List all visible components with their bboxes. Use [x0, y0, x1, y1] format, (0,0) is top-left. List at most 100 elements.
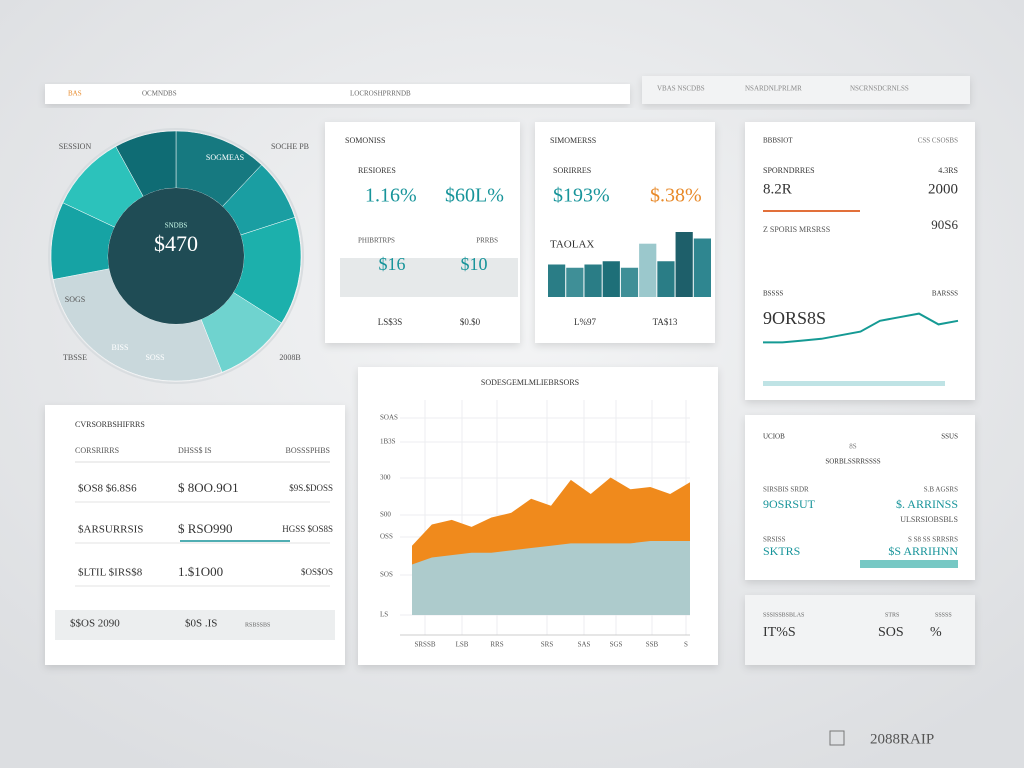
label: BISS	[112, 343, 129, 352]
label: 1.16%	[365, 185, 417, 207]
bar	[675, 232, 693, 297]
donut-center	[108, 188, 244, 324]
label: CVRSORBSHIFRRS	[75, 420, 145, 429]
label: L%97	[574, 317, 596, 327]
bar	[620, 267, 639, 297]
label: SIRSBIS SRDR	[763, 486, 809, 494]
label: $193%	[553, 185, 610, 207]
nav-bar	[45, 84, 630, 104]
label: 300	[380, 474, 391, 482]
label: SIMOMERSS	[550, 136, 596, 145]
nav-bar-right	[642, 76, 970, 104]
label: LOCROSHPRRNDB	[350, 90, 411, 98]
band	[55, 610, 335, 640]
label: SSUS	[941, 433, 958, 441]
label: SOS	[380, 571, 393, 579]
label: SAS	[578, 641, 591, 649]
label: $0S .IS	[185, 618, 217, 630]
label: $9S.$DOSS	[289, 483, 333, 493]
progress	[763, 381, 945, 386]
icon	[829, 730, 845, 746]
label: SRS	[541, 641, 554, 649]
label: BARSSS	[932, 290, 958, 298]
label: $OS8 $6.8S6	[78, 483, 137, 495]
label: RESIORES	[358, 166, 396, 175]
label: 1.$1O00	[178, 564, 223, 579]
donut-segment	[52, 268, 223, 382]
label: BAS	[68, 90, 82, 98]
donut-ring	[48, 128, 304, 384]
label: NSCRNSDCRNLSS	[850, 85, 909, 93]
label: SRSSB	[414, 641, 435, 649]
label: UCIOB	[763, 433, 785, 441]
label: 1B3S	[380, 438, 396, 446]
label: TBSSE	[63, 353, 87, 362]
label: $S ARRIHNN	[888, 544, 958, 558]
label: S S8 SS SRRSRS	[908, 536, 958, 544]
label: 8.2R	[763, 181, 792, 197]
label: SOSS	[145, 353, 164, 362]
label: PHIBRTRPS	[358, 237, 395, 245]
label: 9ORS8S	[763, 308, 826, 328]
label: SOAS	[380, 414, 398, 422]
underline	[763, 210, 860, 212]
label: 4.3RS	[938, 166, 958, 175]
label: S00	[380, 511, 391, 519]
label: CSS CSOSBS	[918, 137, 958, 145]
label: $10	[461, 254, 488, 274]
bar	[584, 264, 602, 297]
label: SOGS	[65, 295, 85, 304]
card	[325, 122, 520, 343]
bar	[657, 261, 675, 297]
label: HGSS $OS8S	[282, 524, 333, 534]
label: SOGMEAS	[206, 153, 244, 162]
label: BBBSIOT	[763, 137, 793, 145]
bar	[693, 238, 711, 297]
label: S	[684, 641, 688, 649]
label: 2000	[928, 181, 958, 197]
label: SNDBS	[165, 222, 188, 230]
label: STRS	[885, 612, 899, 618]
label: SSSISSBSBLAS	[763, 612, 804, 618]
card	[745, 415, 975, 580]
label: OSS	[380, 533, 393, 541]
label: SKTRS	[763, 544, 800, 558]
label: SORIRRES	[553, 166, 591, 175]
label: $$OS 2090	[70, 618, 120, 630]
label: ULSRSIOBSBLS	[900, 515, 958, 524]
label: 2008B	[279, 353, 300, 362]
label: SSSSS	[935, 612, 952, 618]
label: SOMONISS	[345, 136, 385, 145]
label: CORSRIRRS	[75, 446, 119, 455]
progress	[860, 560, 958, 568]
label: S.B AGSRS	[924, 486, 958, 494]
label: LSB	[456, 641, 469, 649]
label: SORBLSSRRSSSS	[825, 458, 880, 466]
label: 8S	[849, 443, 857, 451]
label: BOSSSPHBS	[286, 446, 330, 455]
label: $ARSURRSIS	[78, 524, 143, 536]
label: $ 8OO.9O1	[178, 480, 239, 495]
donut-segment	[115, 130, 177, 197]
band	[340, 258, 518, 297]
label: SRSISS	[763, 536, 786, 544]
label: DHSS$ IS	[178, 446, 212, 455]
line	[763, 312, 959, 344]
label: LS	[380, 611, 388, 619]
label: IT%S	[763, 625, 796, 640]
label: SOCHE PB	[271, 142, 309, 151]
card	[745, 595, 975, 665]
label: LS$3S	[378, 317, 403, 327]
label: $LTIL $IRS$8	[78, 567, 143, 579]
label: $.38%	[650, 185, 702, 207]
label: 90S6	[931, 217, 958, 232]
label: RRS	[490, 641, 503, 649]
label: SSB	[646, 641, 659, 649]
label: SESSION	[59, 142, 92, 151]
label: SPORNDRRES	[763, 166, 815, 175]
label: 2088RAIP	[870, 731, 934, 747]
label: $16	[379, 254, 406, 274]
label: $ RSO990	[178, 521, 233, 536]
